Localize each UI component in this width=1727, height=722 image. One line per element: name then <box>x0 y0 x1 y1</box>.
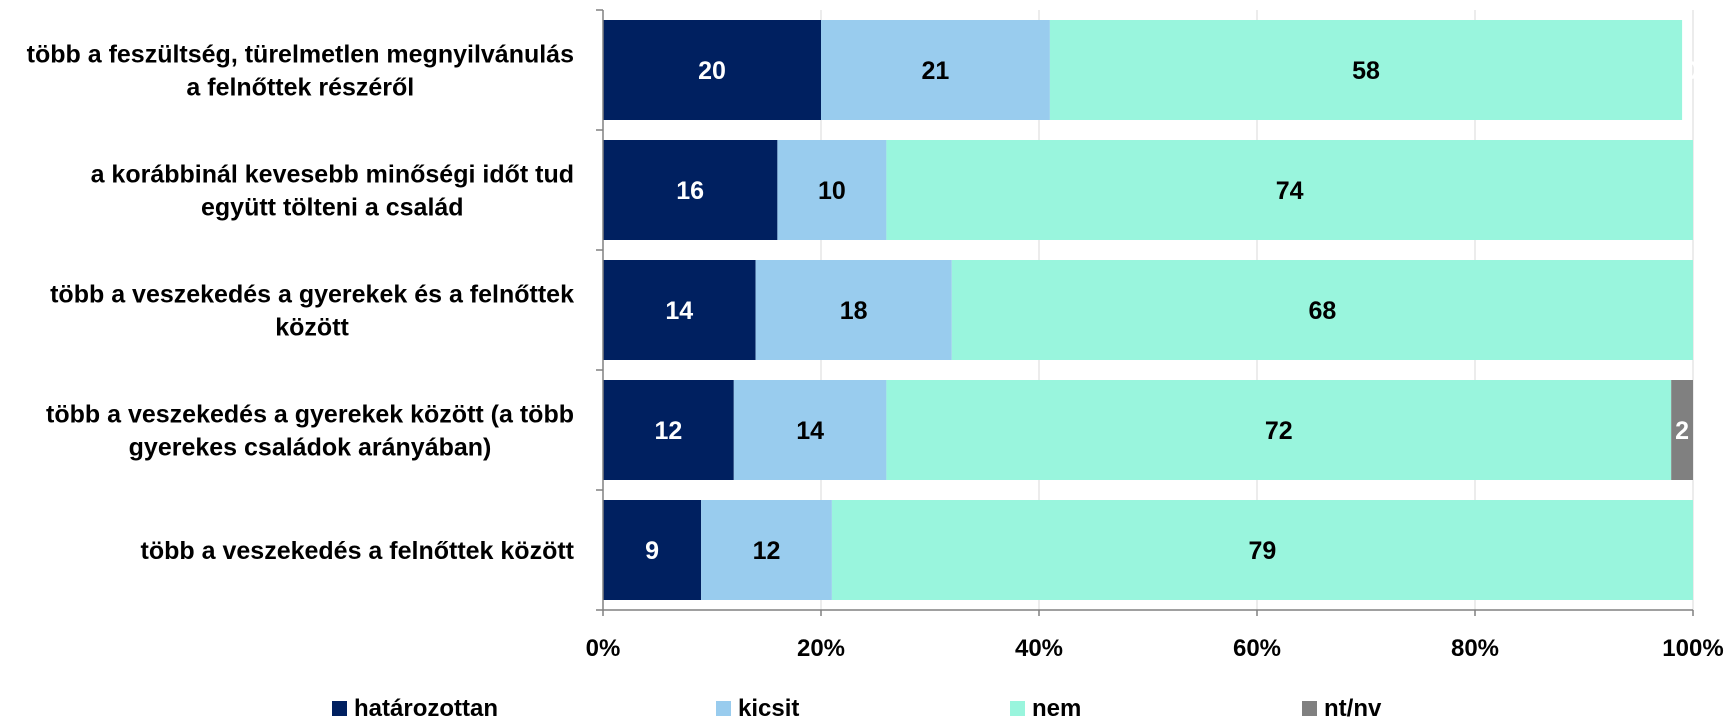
legend-item[interactable]: nem <box>1010 695 1081 722</box>
bar-segment <box>603 260 756 360</box>
legend-swatch <box>332 701 347 716</box>
category-label-line: között <box>275 314 349 342</box>
bars: 20 21 58 0 16 10 74 0 14 18 68 0 12 14 72 2 9 12 79 0 <box>603 20 1709 600</box>
bar-segment <box>755 260 952 360</box>
data-label: 79 <box>1249 537 1277 565</box>
legend-item[interactable]: kicsit <box>716 695 799 722</box>
data-label: 16 <box>676 177 704 205</box>
bar-segment <box>886 140 1693 240</box>
data-label: 0 <box>1695 297 1709 325</box>
data-label: 12 <box>654 417 682 445</box>
bar-segment <box>701 500 832 600</box>
category-label-line: a felnőttek részéről <box>186 74 414 102</box>
legend-item[interactable]: határozottan <box>332 695 498 722</box>
x-tick-label: 100% <box>1662 635 1723 662</box>
category-label-line: gyerekes családok arányában) <box>129 434 492 462</box>
data-label: 14 <box>665 297 693 325</box>
x-tick-labels: 0% 20% 40% 60% 80% 100% <box>586 635 1724 662</box>
bar-segment <box>1049 20 1683 120</box>
bar-segment <box>603 20 821 120</box>
legend-swatch <box>1302 701 1317 716</box>
category-labels: több a feszültség, türelmetlen megnyilvá… <box>27 41 575 566</box>
category-label-line: több a veszekedés a gyerekek között (a t… <box>46 401 574 429</box>
category-label-line: együtt tölteni a család <box>201 194 464 222</box>
data-label: 10 <box>818 177 846 205</box>
legend-label: nt/nv <box>1324 695 1382 722</box>
data-label: 0 <box>1695 537 1709 565</box>
bar-segment <box>886 380 1672 480</box>
data-label: 21 <box>922 57 950 85</box>
axes <box>596 9 1694 616</box>
bar-segment <box>821 20 1050 120</box>
bar-segment <box>777 140 887 240</box>
legend-item[interactable]: nt/nv <box>1302 695 1382 722</box>
legend-swatch <box>1010 701 1025 716</box>
category-label: több a feszültség, türelmetlen megnyilvá… <box>27 41 574 102</box>
legend-label: határozottan <box>354 695 498 722</box>
bar-segment <box>1671 380 1693 480</box>
x-tick-label: 60% <box>1233 635 1281 662</box>
category-label-line: több a veszekedés a gyerekek és a felnőt… <box>50 281 574 309</box>
category-label-line: a korábbinál kevesebb minőségi időt tud <box>91 161 574 189</box>
x-tick-label: 80% <box>1451 635 1499 662</box>
data-label: 58 <box>1352 57 1380 85</box>
x-tick-label: 20% <box>797 635 845 662</box>
category-label-line: több a feszültség, türelmetlen megnyilvá… <box>27 41 574 69</box>
bar-segment <box>831 500 1693 600</box>
x-tick-label: 0% <box>586 635 621 662</box>
data-label: 18 <box>840 297 868 325</box>
category-label: a korábbinál kevesebb minőségi időt tud e… <box>91 161 574 222</box>
bar-segment <box>603 380 734 480</box>
bar-segment <box>603 500 702 600</box>
category-label: több a veszekedés a gyerekek között (a t… <box>46 401 574 462</box>
legend-label: nem <box>1032 695 1081 722</box>
legend-label: kicsit <box>738 695 799 722</box>
category-label-line: több a veszekedés a felnőttek között <box>141 537 575 565</box>
bar-segment <box>733 380 887 480</box>
data-label: 14 <box>796 417 824 445</box>
data-label: 20 <box>698 57 726 85</box>
data-label: 0 <box>1684 57 1698 85</box>
data-label: 2 <box>1675 417 1689 445</box>
data-label: 68 <box>1308 297 1336 325</box>
legend-swatch <box>716 701 731 716</box>
data-label: 0 <box>1695 177 1709 205</box>
category-label: több a veszekedés a felnőttek között <box>141 537 575 565</box>
legend[interactable]: határozottan kicsit nem nt/nv <box>332 695 1382 722</box>
bar-segment <box>951 260 1693 360</box>
category-label: több a veszekedés a gyerekek és a felnőt… <box>50 281 574 342</box>
data-label: 74 <box>1276 177 1304 205</box>
data-label: 72 <box>1265 417 1293 445</box>
data-label: 9 <box>645 537 659 565</box>
x-tick-label: 40% <box>1015 635 1063 662</box>
data-label: 12 <box>753 537 781 565</box>
bar-segment <box>603 140 778 240</box>
